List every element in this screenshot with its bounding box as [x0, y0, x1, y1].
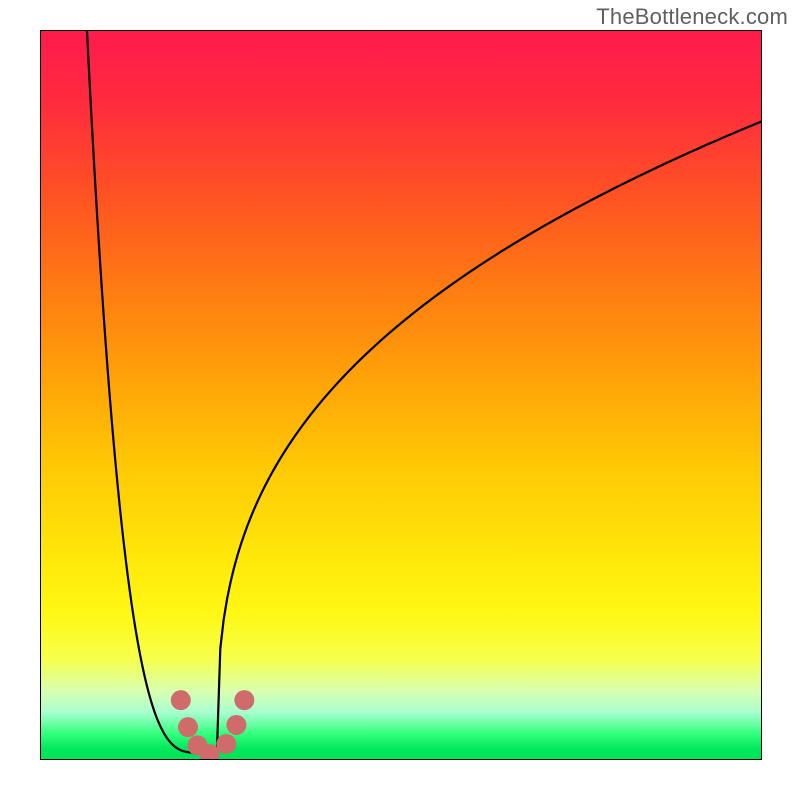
valley-marker	[171, 690, 191, 710]
gradient-background	[40, 30, 762, 760]
plot-svg	[40, 30, 762, 760]
valley-marker	[216, 734, 236, 754]
chart-container: TheBottleneck.com	[0, 0, 800, 800]
plot-area	[40, 30, 762, 760]
valley-marker	[234, 690, 254, 710]
watermark-text: TheBottleneck.com	[596, 4, 788, 30]
valley-marker	[226, 715, 246, 735]
valley-marker	[178, 717, 198, 737]
